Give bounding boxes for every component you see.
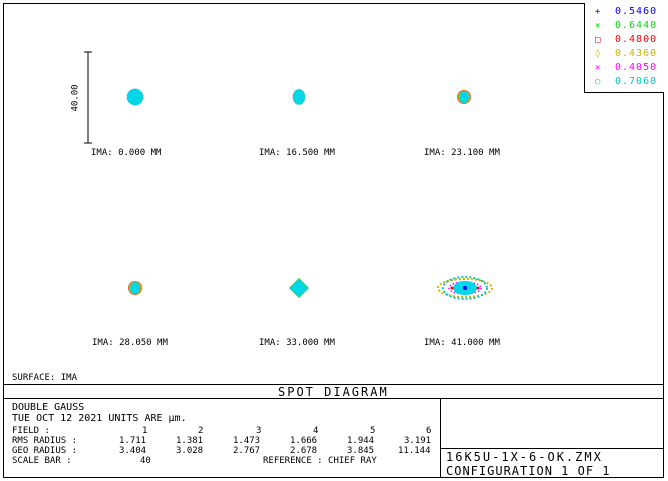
date-units: TUE OCT 12 2021 UNITS ARE µm. [12,413,187,424]
geo-3: 2.767 [233,446,261,456]
rms-4: 1.666 [290,436,318,446]
file-name: 16K5U-1X-6-OK.ZMX [446,450,603,464]
configuration: CONFIGURATION 1 OF 1 [446,464,611,478]
field-3: 3 [256,426,262,436]
field-4: 4 [313,426,319,436]
field-row-label: FIELD : [12,426,50,436]
rms-row-label: RMS RADIUS : [12,436,78,446]
spot-field-2 [292,89,306,105]
spot-field-6 [437,276,493,300]
legend-wavelength: 0.4800 [615,34,658,45]
geo-2: 3.028 [176,446,204,456]
scale-bar-label: 40.00 [70,84,81,112]
spot-label-5: IMA: 33.000 MM [259,338,335,348]
legend-wavelength: 0.5460 [615,6,658,17]
geo-row-label: GEO RADIUS : [12,446,78,456]
legend-row: ◊ 0.4360 [585,47,665,61]
legend-wavelength: 0.6440 [615,20,658,31]
legend-marker-icon: × [595,63,601,73]
field-1: 1 [142,426,148,436]
legend-marker-icon: ○ [595,77,601,87]
geo-4: 2.678 [290,446,318,456]
legend-marker-icon: × [595,21,601,31]
scale-bar [84,51,92,144]
geo-6: 11.144 [398,446,431,456]
legend-wavelength: 0.4050 [615,62,658,73]
geo-1: 3.404 [119,446,147,456]
reference: REFERENCE : CHIEF RAY [263,456,377,466]
field-6: 6 [426,426,432,436]
geo-5: 3.845 [347,446,375,456]
spot-field-4 [128,281,142,295]
legend-marker-icon: □ [595,35,601,45]
plot-frame [3,3,664,478]
legend-row: × 0.4050 [585,61,665,75]
legend-row: ○ 0.7060 [585,75,665,89]
spot-label-2: IMA: 16.500 MM [259,148,335,158]
spot-label-4: IMA: 28.050 MM [92,338,168,348]
legend-marker-icon: ◊ [595,49,601,59]
spot-label-6: IMA: 41.000 MM [424,338,500,348]
spot-field-3 [457,90,471,104]
spot-field-1 [126,88,144,106]
lens-name: DOUBLE GAUSS [12,402,85,413]
spot-label-3: IMA: 23.100 MM [424,148,500,158]
legend-row: × 0.6440 [585,19,665,33]
scale-value: 40 [140,456,151,466]
rms-1: 1.711 [119,436,147,446]
legend-wavelength: 0.4360 [615,48,658,59]
rms-5: 1.944 [347,436,375,446]
legend-wavelength: 0.7060 [615,76,658,87]
field-2: 2 [198,426,204,436]
title-divider [3,398,664,399]
footer-vertical-divider [440,398,441,478]
legend-row: □ 0.4800 [585,33,665,47]
diagram-title: SPOT DIAGRAM [278,385,389,399]
spot-field-5 [289,278,309,298]
spot-label-1: IMA: 0.000 MM [91,148,162,158]
rms-2: 1.381 [176,436,204,446]
surface-label: SURFACE: IMA [12,373,78,383]
field-5: 5 [370,426,376,436]
scale-row-label: SCALE BAR : [12,456,72,466]
legend-row: +0.5460 [585,5,665,19]
legend-marker-icon: + [595,7,601,17]
footer-top-divider [3,384,664,385]
rms-6: 3.191 [404,436,432,446]
rms-3: 1.473 [233,436,261,446]
filename-divider [440,448,664,449]
wavelength-legend: +0.5460 × 0.6440 □ 0.4800 ◊ 0.4360 × 0.4050 ○ 0.70… [584,3,664,93]
